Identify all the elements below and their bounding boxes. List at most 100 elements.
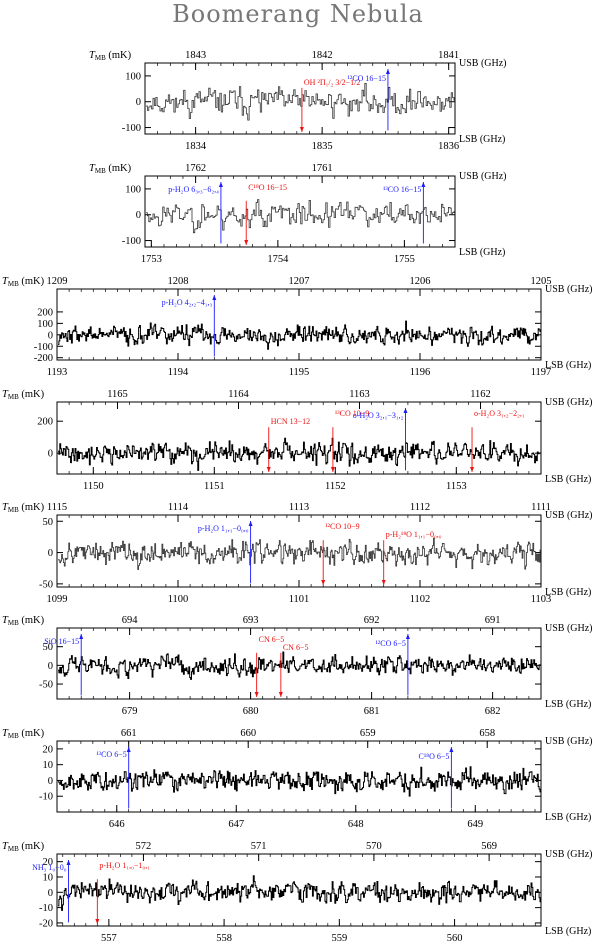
lsb-tick-label: 1194	[168, 367, 189, 378]
line-label: p-H₂O 1₁,₁−0₀,₀	[198, 524, 249, 533]
spectrum-trace	[146, 199, 455, 234]
arrow-up-icon	[403, 408, 408, 413]
arrow-up-icon	[218, 182, 223, 187]
lsb-tick-label: 1754	[267, 254, 289, 265]
lsb-tick-label: 1151	[204, 481, 225, 492]
usb-tick-label: 1115	[47, 502, 67, 513]
lsb-axis-label: LSB (GHz)	[545, 699, 591, 710]
arrow-down-icon	[278, 692, 283, 697]
lsb-tick-label: 1836	[438, 141, 459, 152]
lsb-tick-label: 1834	[185, 141, 207, 152]
usb-tick-label: 1112	[410, 502, 430, 513]
lsb-tick-label: 649	[467, 819, 483, 830]
line-label: ¹³CO 16−15	[383, 185, 421, 194]
spectrum-panel-5: 1099 1100 1101 1102 1103 1115 1114 1113 1112 1111…	[2, 502, 593, 605]
y-tick-label: 10	[43, 872, 54, 883]
usb-tick-label: 1111	[531, 502, 551, 513]
line-label: SiO 16−15	[44, 637, 79, 646]
usb-tick-label: 572	[136, 841, 152, 852]
lsb-tick-label: 1102	[410, 594, 431, 605]
panel-frame	[144, 62, 456, 135]
y-tick-label: -10	[39, 792, 53, 803]
lsb-axis-label: LSB (GHz)	[545, 474, 591, 485]
lsb-tick-label: 679	[122, 706, 138, 717]
y-tick-label: 0	[48, 661, 53, 672]
spectrum-panel-2: 1753 1754 1755 1762 1761 -100 0 100 TMB (mK) USB …	[89, 163, 507, 265]
line-marker: o-H₂O 3₁,₂−2₂,₁	[470, 409, 525, 472]
lsb-tick-label: 557	[101, 933, 117, 944]
line-marker: HCN 13−12	[266, 417, 310, 472]
arrow-up-icon	[449, 747, 454, 752]
line-label: HCN 13−12	[271, 417, 310, 426]
line-marker: ¹²CO 10−9	[321, 522, 360, 585]
usb-tick-label: 1206	[410, 276, 431, 287]
line-marker: NH₃ 1₀−0₀	[32, 860, 71, 923]
usb-tick-label: 693	[243, 615, 259, 626]
y-tick-label: -10	[39, 903, 53, 914]
line-marker: ¹³CO 10−9	[330, 409, 369, 472]
usb-tick-label: 1208	[168, 276, 189, 287]
line-marker: C¹⁸O 16−15	[244, 183, 287, 245]
arrow-down-icon	[330, 467, 335, 472]
usb-tick-label: 1114	[168, 502, 189, 513]
usb-tick-label: 1761	[312, 163, 333, 174]
usb-tick-label: 659	[360, 728, 376, 739]
arrow-down-icon	[321, 580, 326, 585]
lsb-tick-label: 647	[228, 819, 244, 830]
lsb-tick-label: 1103	[531, 594, 552, 605]
arrow-up-icon	[66, 860, 71, 865]
lsb-axis-label: LSB (GHz)	[545, 360, 591, 371]
lsb-tick-label: 1101	[289, 594, 310, 605]
line-marker: ¹³CO 6−5	[96, 747, 131, 809]
line-marker: CN 6−5	[278, 643, 309, 697]
y-tick-label: 100	[37, 319, 53, 330]
y-tick-label: 0	[48, 776, 53, 787]
y-axis-label: TMB (mK)	[89, 163, 132, 175]
y-tick-label: -50	[39, 579, 53, 590]
y-tick-label: 0	[136, 210, 141, 221]
usb-tick-label: 1163	[349, 389, 370, 400]
line-label: CN 6−5	[259, 635, 285, 644]
usb-tick-label: 1205	[531, 276, 552, 287]
lsb-tick-label: 648	[348, 819, 364, 830]
y-tick-label: 50	[43, 517, 54, 528]
line-label: o-H₂O 3₁,₂−2₂,₁	[474, 409, 525, 418]
spectrum-panel-8: 557 558 559 560 572 571 570 569 -20 -10 0 10 20 TMB (…	[2, 841, 593, 944]
y-axis-label: TMB (mK)	[2, 728, 45, 740]
arrow-down-icon	[254, 692, 259, 697]
lsb-tick-label: 1755	[394, 254, 415, 265]
line-marker: ¹²CO 16−15	[348, 69, 390, 131]
line-label: o-H₂O 3₂,₁−3₁,₂	[353, 411, 404, 420]
lsb-tick-label: 1197	[531, 367, 552, 378]
y-tick-label: 100	[125, 184, 141, 195]
line-label: CN 6−5	[283, 643, 309, 652]
arrow-down-icon	[381, 580, 386, 585]
y-tick-label: 0	[48, 330, 53, 341]
usb-tick-label: 1841	[438, 50, 459, 61]
usb-tick-label: 1843	[185, 50, 206, 61]
lsb-axis-label: LSB (GHz)	[545, 926, 591, 937]
line-label: p-H₂O 4₂,₂−4₁,₃	[162, 298, 213, 307]
panel-frame	[56, 401, 542, 475]
spectrum-trace	[58, 320, 541, 350]
y-axis-label: TMB (mK)	[2, 276, 45, 288]
spectrum-trace	[58, 766, 541, 797]
y-tick-label: -200	[34, 353, 53, 364]
usb-tick-label: 658	[479, 728, 495, 739]
lsb-tick-label: 1150	[83, 481, 104, 492]
usb-tick-label: 1207	[289, 276, 310, 287]
line-label: p-H₂¹⁸O 1₁,₁−0₀,₀	[386, 530, 442, 539]
lsb-tick-label: 1753	[141, 254, 162, 265]
usb-tick-label: 1842	[312, 50, 333, 61]
spectrum-panel-3: 1193 1194 1195 1196 1197 1209 1208 1207 1206 1205…	[2, 276, 593, 378]
y-tick-label: 200	[37, 307, 53, 318]
line-marker: CN 6−5	[254, 635, 285, 697]
line-marker: C¹⁸O 6−5	[419, 747, 454, 809]
line-label: ¹³CO 6−5	[96, 750, 126, 759]
arrow-up-icon	[248, 521, 253, 526]
lsb-tick-label: 681	[364, 706, 380, 717]
spectrum-trace	[58, 651, 541, 680]
panel-frame	[56, 288, 542, 361]
usb-axis-label: USB (GHz)	[545, 736, 593, 747]
y-tick-label: 200	[37, 417, 53, 428]
